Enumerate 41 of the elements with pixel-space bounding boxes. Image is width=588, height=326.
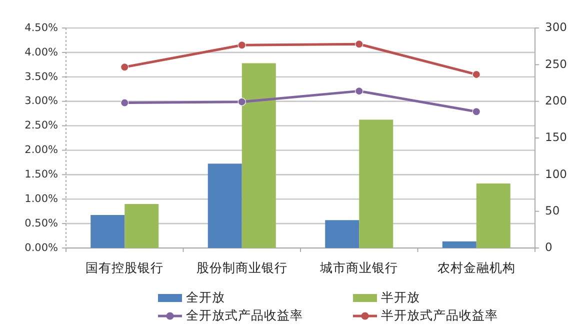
legend-label: 半开放式产品收益率 bbox=[381, 307, 498, 322]
y-tick-label: 3.50% bbox=[24, 70, 58, 83]
y-tick-label: 2.00% bbox=[24, 144, 58, 156]
bar bbox=[442, 241, 476, 248]
bar bbox=[208, 164, 242, 248]
bar bbox=[242, 63, 276, 248]
point bbox=[120, 63, 129, 72]
y2-tick-label: 300 bbox=[545, 20, 567, 34]
y2-tick-label: 50 bbox=[545, 203, 560, 218]
y-tick-label: 4.00% bbox=[24, 46, 58, 58]
y-tick-label: 0.00% bbox=[24, 242, 58, 254]
y2-tick-label: 200 bbox=[545, 93, 567, 108]
point bbox=[120, 98, 129, 107]
y2-tick-label: 0 bbox=[545, 240, 552, 254]
bar bbox=[325, 220, 360, 248]
y2-tick-label: 150 bbox=[545, 130, 567, 144]
y2-tick-label: 100 bbox=[545, 166, 567, 181]
point bbox=[355, 40, 364, 48]
point bbox=[238, 41, 246, 50]
point bbox=[238, 98, 246, 106]
y-tick-label: 3.00% bbox=[24, 95, 58, 108]
legend-label: 全开放 bbox=[186, 289, 225, 304]
x-tick-label: 股份制商业银行 bbox=[196, 260, 288, 275]
x-tick-label: 国有控股银行 bbox=[86, 260, 164, 275]
bar bbox=[124, 204, 159, 248]
y-tick-label: 1.00% bbox=[24, 192, 58, 205]
y-tick-label: 1.50% bbox=[24, 168, 58, 181]
bar bbox=[90, 215, 125, 248]
y-tick-label: 2.50% bbox=[24, 120, 58, 132]
x-tick-label: 农村金融机构 bbox=[437, 260, 516, 275]
y-tick-label: 0.50% bbox=[24, 217, 58, 230]
point bbox=[472, 108, 480, 116]
bar bbox=[476, 183, 510, 248]
legend-label: 全开放式产品收益率 bbox=[186, 307, 303, 322]
y2-tick-label: 250 bbox=[545, 56, 567, 71]
point bbox=[355, 86, 364, 96]
bar bbox=[359, 120, 394, 248]
y-tick-label: 4.50% bbox=[24, 22, 58, 34]
legend-label: 半开放 bbox=[381, 289, 420, 304]
point bbox=[472, 70, 480, 79]
x-tick-label: 城市商业银行 bbox=[319, 260, 398, 275]
